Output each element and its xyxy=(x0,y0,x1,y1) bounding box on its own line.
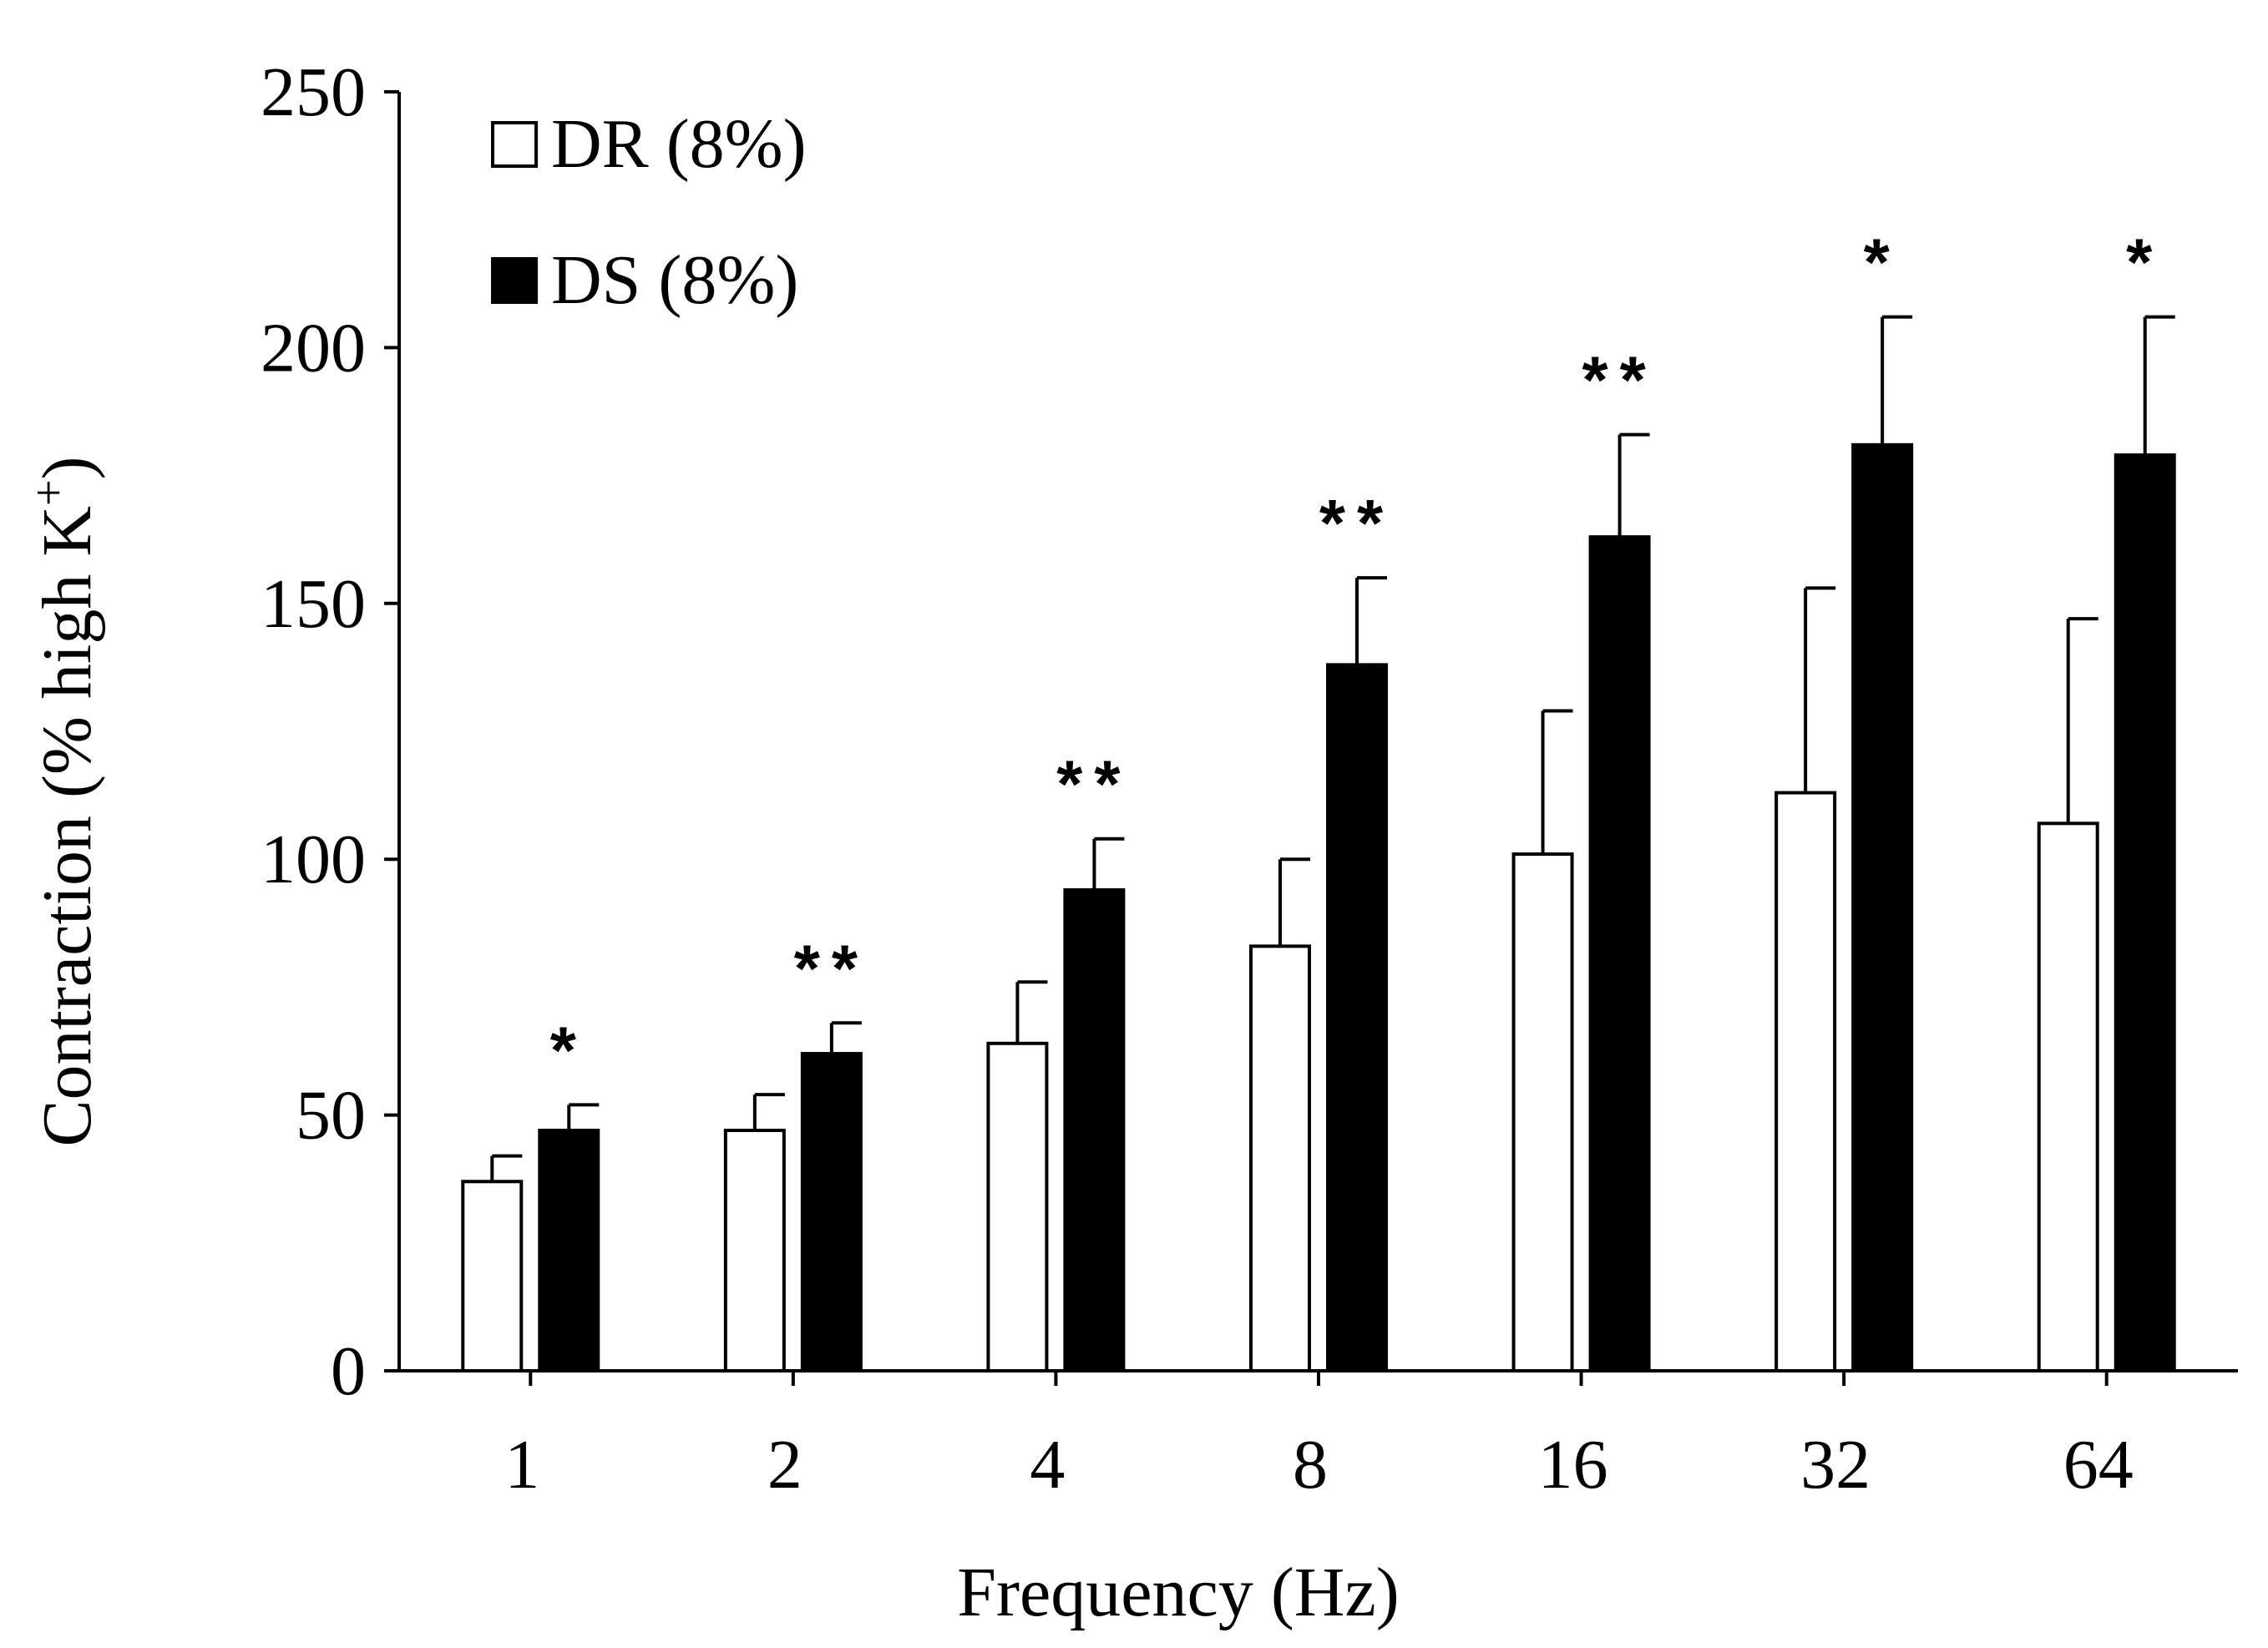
significance-marker: * xyxy=(2126,225,2164,300)
significance-marker: * xyxy=(1864,225,1901,300)
significance-marker: * xyxy=(550,1013,588,1087)
y-tick-label: 200 xyxy=(261,309,366,387)
bar-dr xyxy=(986,1041,1049,1372)
x-axis-title: Frequency (Hz) xyxy=(957,1554,1399,1631)
bar-ds xyxy=(538,1128,600,1372)
bars-group: ********** * xyxy=(461,225,2176,1373)
legend-label-dr: DR (8%) xyxy=(551,105,807,183)
bar-dr xyxy=(2037,821,2099,1372)
bar-ds xyxy=(1851,442,1914,1372)
y-tick-label: 250 xyxy=(261,53,366,131)
bar-dr xyxy=(1511,852,1574,1372)
bar-dr xyxy=(461,1180,524,1373)
y-tick-label: 150 xyxy=(261,565,366,643)
significance-marker: ** xyxy=(1056,747,1131,821)
axes-group: 0 50 100 150 200 250 1 2 4 8 16 32 64 xyxy=(261,53,2238,1504)
x-tick-label: 4 xyxy=(1030,1426,1065,1504)
x-tick-label: 2 xyxy=(767,1426,802,1504)
significance-marker: ** xyxy=(794,931,869,1005)
x-tick-label: 16 xyxy=(1538,1426,1608,1504)
y-tick-label: 50 xyxy=(296,1077,366,1155)
legend: DR (8%) DS (8%) xyxy=(491,105,807,319)
bar-dr xyxy=(723,1128,786,1372)
y-axis-title: Contraction (% high K+) xyxy=(23,456,106,1146)
bar-ds xyxy=(1588,535,1651,1372)
bar-dr xyxy=(1774,791,1837,1372)
legend-label-ds: DS (8%) xyxy=(551,241,798,319)
legend-swatch-ds xyxy=(491,257,538,304)
y-tick-label: 0 xyxy=(331,1332,366,1410)
x-tick-label: 64 xyxy=(2063,1426,2134,1504)
x-tick-label: 32 xyxy=(1800,1426,1871,1504)
x-tick-label: 8 xyxy=(1293,1426,1328,1504)
bar-dr xyxy=(1249,944,1311,1372)
y-tick-label: 100 xyxy=(261,821,366,898)
significance-marker: ** xyxy=(1582,343,1657,417)
bar-ds xyxy=(800,1052,863,1372)
bar-ds xyxy=(1326,663,1388,1372)
bar-ds xyxy=(2114,453,2176,1372)
legend-swatch-dr xyxy=(491,121,538,168)
significance-marker: ** xyxy=(1319,486,1395,560)
x-tick-label: 1 xyxy=(504,1426,539,1504)
bar-ds xyxy=(1063,887,1126,1372)
